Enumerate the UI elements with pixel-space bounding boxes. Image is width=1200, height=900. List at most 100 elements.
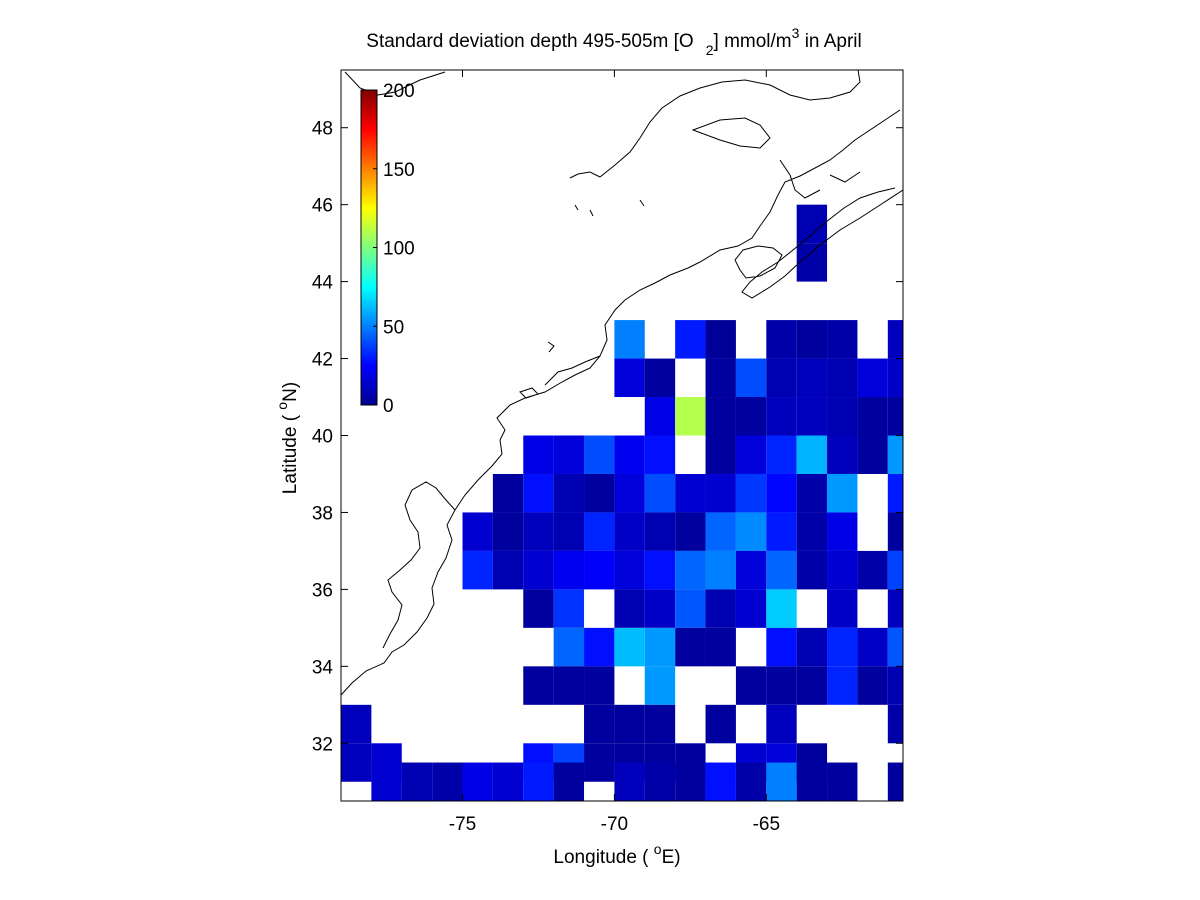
heatmap-cell xyxy=(523,666,554,705)
heatmap-cell xyxy=(766,512,797,551)
heatmap-cell xyxy=(553,550,585,590)
heatmap-cell xyxy=(705,397,736,436)
heatmap-cell xyxy=(584,704,615,744)
y-axis-label: Latitude ( oN) xyxy=(274,382,301,494)
heatmap-cell xyxy=(584,666,615,705)
heatmap-cell xyxy=(614,512,645,551)
heatmap-cell xyxy=(675,762,706,801)
heatmap-cell xyxy=(553,512,585,551)
heatmap-cell xyxy=(644,550,676,590)
heatmap-cell xyxy=(614,358,645,398)
x-tick-label: -75 xyxy=(449,814,476,835)
heatmap-cell xyxy=(705,589,736,628)
colorbar-ticks: 0 50 100 150 200 xyxy=(373,81,415,417)
heatmap-cell xyxy=(523,435,554,474)
colorbar-tick-label: 0 xyxy=(383,396,394,417)
heatmap-cell xyxy=(796,435,828,474)
heatmap-cell xyxy=(675,320,706,359)
heatmap-cell xyxy=(675,397,706,436)
heatmap-cell xyxy=(887,320,903,359)
heatmap-cell xyxy=(735,550,767,590)
heatmap-cell xyxy=(705,704,736,744)
heatmap-cell xyxy=(644,666,676,705)
heatmap-cell xyxy=(584,473,615,513)
heatmap-cell xyxy=(887,704,903,744)
heatmap-cell xyxy=(857,358,888,398)
heatmap-cell xyxy=(675,589,706,628)
heatmap-cell xyxy=(462,762,493,801)
heatmap-cell xyxy=(887,762,903,801)
heatmap-cell xyxy=(614,704,645,744)
heatmap-cell xyxy=(887,473,903,513)
heatmap-cell xyxy=(705,435,736,474)
heatmap-cell xyxy=(887,627,903,667)
heatmap-cell xyxy=(887,358,903,398)
y-tick-label: 40 xyxy=(312,427,333,448)
heatmap-cell xyxy=(796,397,828,436)
heatmap-cell xyxy=(644,397,676,436)
heatmap-cell xyxy=(827,589,858,628)
y-tick-label: 36 xyxy=(312,580,333,601)
heatmap-cell xyxy=(553,666,585,705)
heatmap-cell xyxy=(735,473,767,513)
heatmap-cell xyxy=(705,358,736,398)
heatmap-cell xyxy=(523,473,554,513)
y-tick-label: 32 xyxy=(312,734,333,755)
heatmap-cell xyxy=(796,243,828,282)
x-tick-label: -70 xyxy=(601,814,628,835)
heatmap-cell xyxy=(492,512,524,551)
heatmap-cell xyxy=(675,627,706,667)
heatmap-cell xyxy=(614,473,645,513)
heatmap-cell xyxy=(341,704,372,744)
heatmap-cell xyxy=(827,512,858,551)
heatmap-cell xyxy=(735,358,767,398)
heatmap-cell xyxy=(401,762,433,801)
heatmap-cell xyxy=(827,666,858,705)
heatmap-cell xyxy=(766,704,797,744)
heatmap-cell xyxy=(644,627,676,667)
heatmap-cell xyxy=(766,627,797,667)
heatmap-cell xyxy=(735,512,767,551)
heatmap-cell xyxy=(796,666,828,705)
heatmap-cell xyxy=(644,473,676,513)
heatmap-cell xyxy=(827,358,858,398)
heatmap-cell xyxy=(766,435,797,474)
heatmap-cell xyxy=(614,550,645,590)
heatmap-cell xyxy=(584,627,615,667)
coastline xyxy=(341,70,903,696)
heatmap-cell xyxy=(341,743,372,782)
heatmap-cell xyxy=(584,512,615,551)
heatmap-cell xyxy=(614,435,645,474)
chart-title: Standard deviation depth 495-505m [O 2] m… xyxy=(366,25,861,58)
heatmap-cell xyxy=(705,473,736,513)
heatmap-cell xyxy=(796,627,828,667)
heatmap-cell xyxy=(857,397,888,436)
y-axis: 32 34 36 38 40 42 44 46 48 xyxy=(312,119,903,755)
heatmap-cell xyxy=(462,550,493,590)
x-tick-label: -65 xyxy=(753,814,780,835)
heatmap-cells xyxy=(341,204,903,801)
heatmap-cell xyxy=(553,627,585,667)
heatmap-cell xyxy=(857,666,888,705)
heatmap-cell xyxy=(887,589,903,628)
heatmap-cell xyxy=(492,550,524,590)
heatmap-cell xyxy=(644,512,676,551)
heatmap-cell xyxy=(644,435,676,474)
heatmap-cell xyxy=(766,397,797,436)
heatmap-cell xyxy=(766,320,797,359)
colorbar-tick-label: 150 xyxy=(383,160,415,181)
heatmap-cell xyxy=(887,397,903,436)
heatmap-cell xyxy=(675,512,706,551)
heatmap-cell xyxy=(705,627,736,667)
heatmap-cell xyxy=(827,435,858,474)
heatmap-cell xyxy=(796,550,828,590)
heatmap-cell xyxy=(887,435,903,474)
heatmap-cell xyxy=(887,512,903,551)
heatmap-cell xyxy=(766,762,797,801)
heatmap-cell xyxy=(735,435,767,474)
heatmap-cell xyxy=(584,435,615,474)
heatmap-cell xyxy=(766,473,797,513)
heatmap-cell xyxy=(432,762,463,801)
heatmap-cell xyxy=(553,435,585,474)
